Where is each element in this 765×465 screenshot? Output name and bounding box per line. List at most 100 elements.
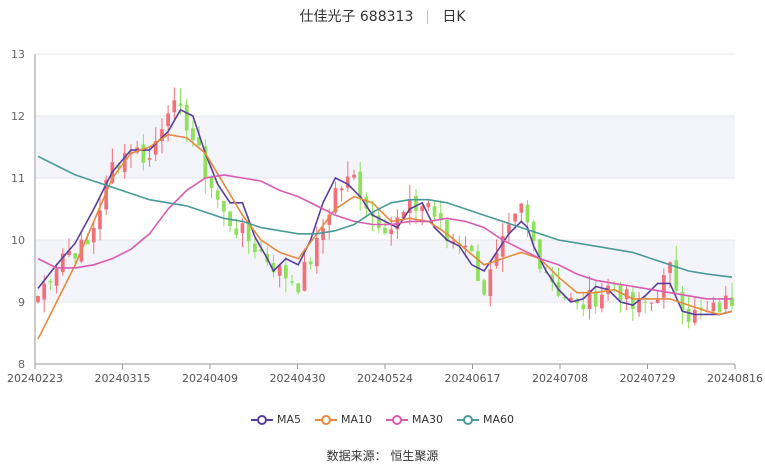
candle-body — [730, 297, 734, 307]
candlestick-chart: 8 9 10 11 12 13 20240223 20240315 20240409 202404… — [7, 48, 763, 385]
x-tick-label: 20240708 — [532, 372, 588, 385]
x-tick-label: 20240223 — [7, 372, 63, 385]
candle-body — [209, 177, 214, 189]
candle-body — [661, 274, 666, 298]
candle-body — [692, 309, 697, 323]
stock-name: 仕佳光子 688313 — [299, 9, 414, 25]
candle-body — [581, 304, 586, 310]
candle-body — [85, 239, 90, 245]
candle-body — [283, 265, 288, 279]
candle-body — [271, 263, 276, 273]
candle-body — [339, 188, 344, 191]
candle-body — [482, 280, 487, 295]
grid-band — [35, 116, 735, 178]
candle-body — [630, 292, 635, 310]
legend-swatch — [314, 414, 337, 425]
candle-body — [593, 291, 598, 307]
candle-body — [500, 236, 505, 257]
title-separator — [427, 10, 429, 24]
candle-body — [104, 179, 109, 210]
x-tick-label: 20240409 — [182, 372, 238, 385]
candle-body — [525, 204, 530, 223]
candle-body — [649, 302, 654, 304]
candle-body — [321, 228, 325, 240]
x-tick-label: 20240617 — [445, 372, 501, 385]
x-tick-label: 20240524 — [357, 372, 413, 385]
candle-body — [191, 128, 195, 140]
candle-body — [550, 274, 555, 283]
candle-body — [383, 227, 387, 234]
candle-body — [562, 296, 567, 299]
x-tick-label: 20240315 — [95, 372, 151, 385]
candle-body — [624, 289, 629, 300]
y-tick-label: 10 — [11, 234, 25, 247]
candle-body — [438, 212, 443, 221]
candle-body — [172, 100, 177, 113]
candle-body — [222, 201, 226, 212]
legend-label: MA30 — [412, 412, 444, 426]
candle-body — [513, 213, 517, 222]
candle-body — [711, 302, 716, 312]
candle-body — [141, 144, 146, 163]
legend-label: MA60 — [483, 412, 515, 426]
candle-body — [253, 243, 257, 253]
candle-body — [668, 262, 672, 273]
candle-body — [48, 281, 53, 283]
candle-body — [587, 290, 592, 310]
candle-body — [184, 104, 189, 131]
candle-body — [476, 251, 480, 282]
candle-body — [73, 253, 78, 259]
x-tick-label: 20240816 — [707, 372, 763, 385]
candle-body — [178, 103, 183, 106]
legend-label: MA5 — [276, 412, 301, 426]
candle-body — [147, 158, 152, 160]
candle-body — [234, 228, 239, 235]
candle-body — [376, 215, 381, 229]
line-ma60 — [37, 155, 733, 278]
candle-body — [166, 113, 170, 127]
candle-body — [686, 308, 691, 322]
x-tick-label: 20240729 — [620, 372, 676, 385]
candle-body — [352, 174, 356, 178]
candle-body — [60, 253, 65, 273]
candle-body — [655, 299, 660, 304]
period-label: 日K — [442, 9, 466, 25]
candle-body — [98, 210, 102, 230]
candle-body — [407, 199, 412, 213]
legend-item-ma10[interactable]: MA10 — [314, 413, 372, 426]
candle-body — [358, 171, 363, 199]
candle-body — [36, 296, 40, 303]
candle-body — [507, 224, 511, 234]
legend-item-ma5[interactable]: MA5 — [250, 412, 301, 426]
candle-body — [643, 301, 648, 303]
candle-body — [569, 297, 573, 301]
y-tick-label: 12 — [11, 110, 25, 123]
legend-item-ma60[interactable]: MA60 — [457, 413, 514, 426]
candle-body — [637, 298, 641, 313]
candle-body — [42, 283, 47, 300]
legend-swatch — [457, 414, 480, 425]
candle-body — [160, 129, 164, 142]
legend-item-ma30[interactable]: MA30 — [386, 413, 443, 426]
candle-body — [519, 203, 524, 213]
candle-body — [717, 302, 722, 313]
candle-body — [240, 223, 245, 233]
candle-body — [445, 219, 449, 242]
candle-body — [463, 245, 468, 248]
candle-body — [420, 206, 425, 212]
y-tick-label: 11 — [11, 172, 25, 185]
candle-body — [246, 222, 251, 242]
y-tick-label: 8 — [18, 358, 25, 371]
candle-body — [296, 283, 301, 293]
candle-body — [674, 260, 679, 291]
candle-body — [67, 250, 71, 256]
candle-body — [723, 295, 728, 309]
x-tick-label: 20240430 — [270, 372, 326, 385]
candle-body — [364, 196, 369, 209]
y-tick-label: 9 — [18, 296, 25, 309]
candle-body — [277, 265, 282, 276]
line-ma30 — [37, 174, 732, 300]
candle-body — [153, 141, 158, 155]
candle-body — [426, 202, 431, 208]
candle-body — [538, 239, 542, 269]
